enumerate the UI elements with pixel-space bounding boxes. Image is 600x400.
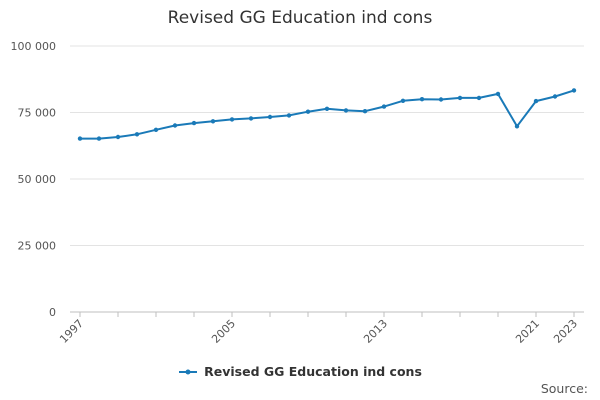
data-point — [533, 98, 539, 104]
data-point — [571, 88, 577, 93]
data-point — [134, 132, 140, 137]
legend[interactable]: Revised GG Education ind cons — [0, 364, 600, 380]
legend-line-marker-icon — [179, 369, 198, 374]
data-point — [514, 124, 520, 129]
series — [77, 88, 577, 141]
data-point — [115, 134, 121, 140]
legend-label: Revised GG Education ind cons — [204, 364, 422, 379]
data-point — [476, 95, 482, 101]
data-point — [248, 116, 254, 121]
data-point — [343, 108, 349, 113]
data-point — [324, 106, 330, 112]
data-point — [495, 91, 501, 97]
y-tick-label: 25 000 — [18, 240, 57, 253]
x-tick-label: 2021 — [513, 317, 542, 346]
y-tick-label: 100 000 — [11, 40, 57, 53]
x-tick-label: 2023 — [551, 317, 580, 346]
series-line — [80, 89, 575, 140]
data-point — [419, 97, 425, 102]
data-point — [210, 119, 216, 124]
chart-title: Revised GG Education ind cons — [167, 8, 433, 28]
data-point — [191, 120, 197, 126]
y-tick-label: 75 000 — [18, 107, 57, 120]
data-point — [286, 113, 292, 118]
source-label: Source: — [540, 381, 588, 396]
data-point — [77, 136, 83, 141]
x-tick-label: 2005 — [209, 317, 238, 346]
data-point — [305, 109, 311, 114]
y-tick-label: 50 000 — [18, 173, 57, 186]
axes: 0 25 000 50 000 75 000 100 000 1997 2005 2013 20… — [11, 40, 584, 346]
data-point — [96, 136, 102, 141]
data-point — [552, 94, 558, 99]
legend-item[interactable]: Revised GG Education ind cons — [178, 364, 422, 379]
data-point — [362, 109, 368, 114]
data-point — [381, 104, 387, 109]
data-point — [457, 95, 463, 101]
data-point — [267, 114, 273, 120]
data-point — [438, 97, 444, 102]
data-point — [400, 98, 406, 104]
x-tick-label: 1997 — [57, 317, 86, 346]
data-point — [153, 127, 159, 132]
data-point — [229, 117, 235, 122]
y-tick-label: 0 — [49, 306, 56, 319]
gridlines — [70, 45, 584, 313]
x-tick-label: 2013 — [361, 317, 390, 346]
data-point — [172, 123, 178, 128]
